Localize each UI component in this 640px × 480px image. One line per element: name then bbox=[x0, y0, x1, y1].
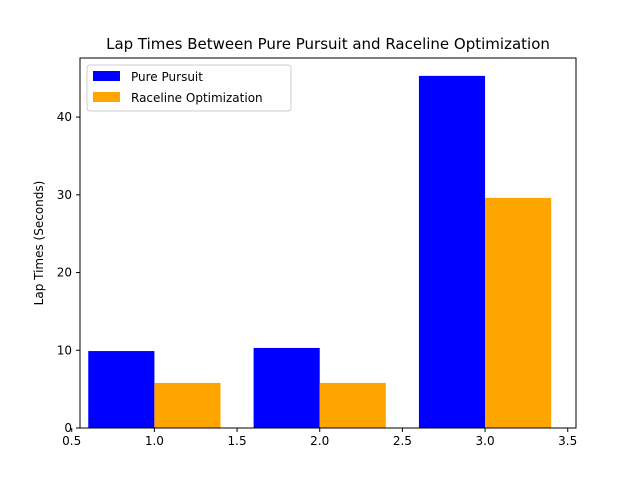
y-tick-label: 40 bbox=[57, 110, 72, 124]
legend-label: Raceline Optimization bbox=[131, 91, 263, 105]
x-tick-label: 1.0 bbox=[145, 434, 164, 448]
x-tick-label: 2.0 bbox=[310, 434, 329, 448]
y-tick-label: 20 bbox=[57, 266, 72, 280]
bar-pure-pursuit-1 bbox=[88, 351, 155, 428]
x-tick-label: 2.5 bbox=[393, 434, 412, 448]
bar-pure-pursuit-3 bbox=[418, 75, 486, 428]
x-axis-ticks: 0.5 1.0 1.5 2.0 2.5 3.0 3.5 bbox=[62, 428, 577, 448]
bar-raceline-optimization-1 bbox=[154, 382, 221, 428]
legend-swatch bbox=[93, 92, 120, 102]
legend-label: Pure Pursuit bbox=[131, 70, 203, 84]
legend: Pure Pursuit Raceline Optimization bbox=[86, 64, 292, 112]
bars-group bbox=[88, 75, 552, 428]
y-tick-label: 10 bbox=[57, 343, 72, 357]
legend-swatch bbox=[93, 71, 120, 81]
y-tick-label: 30 bbox=[57, 188, 72, 202]
x-tick-label: 0.5 bbox=[62, 434, 81, 448]
x-tick-label: 3.5 bbox=[558, 434, 577, 448]
bar-raceline-optimization-3 bbox=[485, 197, 552, 428]
chart-title: Lap Times Between Pure Pursuit and Racel… bbox=[106, 35, 550, 53]
x-tick-label: 3.0 bbox=[476, 434, 495, 448]
plot-frame bbox=[79, 57, 577, 429]
bar-pure-pursuit-2 bbox=[253, 347, 320, 428]
y-tick-label: 0 bbox=[64, 421, 72, 435]
legend-box bbox=[86, 64, 292, 112]
y-axis-ticks: 0 10 20 30 40 bbox=[57, 110, 80, 435]
x-tick-label: 1.5 bbox=[228, 434, 247, 448]
bar-raceline-optimization-2 bbox=[319, 382, 386, 428]
y-axis-label: Lap Times (Seconds) bbox=[32, 181, 46, 306]
